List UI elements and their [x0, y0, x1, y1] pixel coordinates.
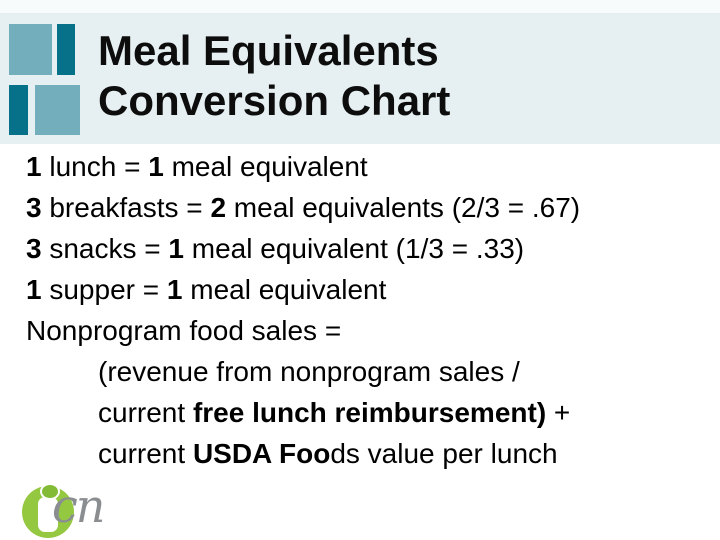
decoration-bar-dark-top [57, 24, 75, 75]
bold-text-segment: 3 [26, 233, 42, 264]
bold-text-segment: 1 [166, 274, 183, 305]
slide-title-line1: Meal Equivalents [98, 27, 439, 74]
icn-logo: cn [0, 478, 160, 540]
bold-text-segment: 2 [210, 192, 227, 223]
body-line: (revenue from nonprogram sales / [26, 351, 706, 392]
text-segment: ds value per lunch [330, 438, 558, 469]
body-line: 3 breakfasts = 2 meal equivalents (2/3 =… [26, 187, 706, 228]
body-line: Nonprogram food sales = [26, 310, 706, 351]
bold-text-segment: 1 [168, 233, 184, 264]
text-segment: + [546, 397, 571, 428]
body-line: 1 lunch = 1 meal equivalent [26, 146, 706, 187]
bold-text-segment: 1 [26, 151, 42, 182]
body-line: 3 snacks = 1 meal equivalent (1/3 = .33) [26, 228, 706, 269]
text-segment: snacks = [41, 233, 169, 264]
text-segment: meal equivalent [163, 151, 368, 182]
bold-text-segment: 3 [26, 192, 42, 223]
text-segment: current [98, 397, 193, 428]
text-segment: meal equivalent [182, 274, 387, 305]
bold-text-segment: free lunch reimbursement) [192, 397, 547, 428]
slide-title-line2: Conversion Chart [98, 77, 451, 124]
bold-text-segment: USDA Foo [192, 438, 331, 469]
text-segment: (revenue from nonprogram sales / [98, 356, 520, 387]
top-strip [0, 0, 720, 13]
text-segment: meal equivalent (1/3 = .33) [184, 233, 525, 264]
text-segment: Nonprogram food sales = [26, 315, 342, 346]
body-line: current free lunch reimbursement) + [26, 392, 706, 433]
decoration-bar-dark-bottom [9, 85, 28, 135]
bold-text-segment: 1 [26, 274, 42, 305]
body-line: current USDA Foods value per lunch [26, 433, 706, 474]
body-line: 1 supper = 1 meal equivalent [26, 269, 706, 310]
text-segment: meal equivalents (2/3 = .67) [226, 192, 581, 223]
text-segment: breakfasts = [41, 192, 211, 223]
logo-i-dot-icon [40, 483, 60, 500]
decoration-square-light-top [9, 24, 52, 75]
text-segment: lunch = [41, 151, 149, 182]
body-text: 1 lunch = 1 meal equivalent 3 breakfasts … [26, 146, 706, 474]
logo-i-stem-icon [38, 497, 58, 532]
bold-text-segment: 1 [148, 151, 164, 182]
title-band [0, 13, 720, 144]
slide-title: Meal Equivalents Conversion Chart [98, 26, 450, 126]
logo-cn-text: cn [52, 479, 105, 533]
text-segment: current [98, 438, 193, 469]
text-segment: supper = [41, 274, 167, 305]
decoration-square-light-bottom [35, 85, 80, 135]
